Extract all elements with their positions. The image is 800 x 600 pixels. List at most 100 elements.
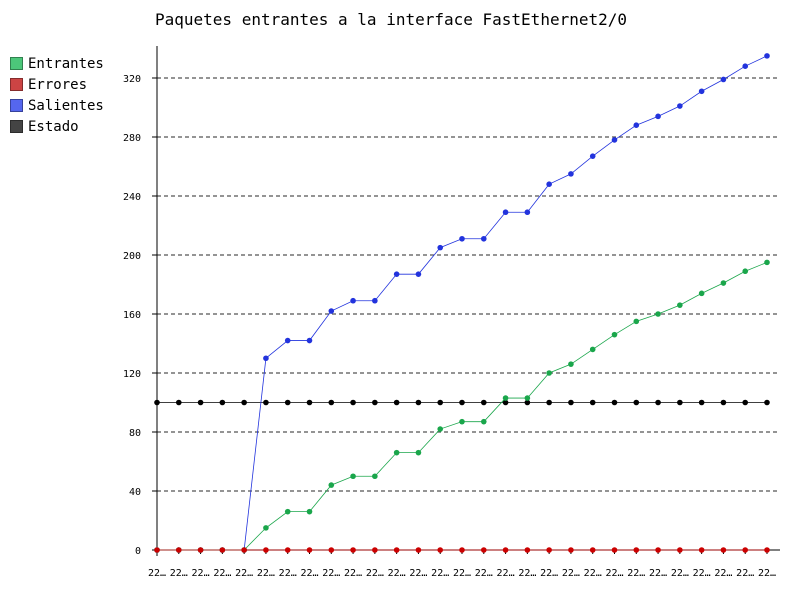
point-entrantes-19	[568, 361, 574, 367]
point-salientes-23	[655, 113, 661, 120]
point-salientes-10	[372, 297, 378, 304]
x-tick-label-20: 22…	[584, 568, 602, 579]
x-tick-label-26: 22…	[714, 568, 732, 579]
point-salientes-22	[633, 122, 640, 128]
point-entrantes-11	[393, 449, 400, 456]
series-line-entrantes	[157, 262, 768, 551]
x-tick-label-14: 22…	[453, 568, 471, 579]
point-errores-8	[328, 547, 335, 553]
y-tick-label-0: 0	[135, 546, 141, 557]
x-tick-label-0: 22…	[148, 568, 166, 579]
point-estado-11	[393, 399, 400, 406]
grid-layer	[157, 77, 780, 492]
point-estado-1	[175, 399, 182, 406]
point-entrantes-26	[720, 280, 727, 286]
legend-item-estado: Estado	[10, 116, 104, 137]
point-estado-28	[764, 399, 770, 406]
x-tick-label-25: 22…	[693, 568, 711, 579]
point-errores-1	[175, 547, 182, 553]
point-errores-13	[437, 547, 444, 553]
point-entrantes-22	[633, 318, 640, 325]
point-entrantes-27	[742, 268, 749, 275]
point-entrantes-15	[480, 418, 487, 425]
legend-label: Salientes	[28, 97, 104, 114]
point-salientes-13	[437, 244, 444, 251]
point-entrantes-14	[459, 418, 465, 425]
point-estado-13	[437, 399, 444, 406]
point-estado-23	[655, 399, 661, 406]
x-tick-label-9: 22…	[344, 568, 362, 579]
x-tick-label-16: 22…	[497, 568, 515, 579]
point-errores-27	[742, 547, 749, 553]
point-estado-26	[720, 399, 727, 406]
y-tick-label-320: 320	[123, 74, 141, 85]
point-salientes-11	[393, 271, 400, 277]
point-estado-0	[154, 399, 160, 406]
point-errores-11	[393, 547, 400, 553]
x-tick-label-3: 22…	[213, 568, 231, 579]
point-errores-19	[568, 547, 574, 553]
x-tick-label-24: 22…	[671, 568, 689, 579]
point-errores-23	[655, 547, 661, 553]
point-salientes-6	[284, 337, 291, 344]
point-estado-8	[328, 399, 335, 406]
point-estado-3	[219, 399, 226, 406]
x-tick-label-15: 22…	[475, 568, 493, 579]
x-tick-label-11: 22…	[388, 568, 406, 579]
x-tick-label-4: 22…	[235, 568, 253, 579]
point-entrantes-21	[611, 331, 618, 338]
point-estado-17	[524, 399, 531, 406]
legend-swatch	[10, 99, 23, 112]
y-tick-label-200: 200	[123, 251, 141, 262]
point-salientes-8	[328, 308, 335, 314]
point-estado-22	[633, 399, 640, 406]
x-tick-label-10: 22…	[366, 568, 384, 579]
point-salientes-27	[742, 63, 749, 69]
x-tick-label-17: 22…	[518, 568, 536, 579]
point-errores-6	[284, 547, 291, 553]
x-tick-label-8: 22…	[322, 568, 340, 579]
point-salientes-25	[698, 88, 705, 95]
x-tick-label-6: 22…	[279, 568, 297, 579]
x-tick-label-27: 22…	[736, 568, 754, 579]
point-entrantes-6	[284, 508, 291, 515]
point-entrantes-25	[698, 290, 705, 297]
point-salientes-21	[611, 137, 618, 143]
point-errores-24	[677, 547, 683, 553]
point-errores-9	[350, 547, 356, 553]
y-tick-label-280: 280	[123, 133, 141, 144]
point-salientes-12	[415, 271, 422, 277]
point-estado-10	[372, 399, 378, 406]
point-errores-0	[154, 547, 160, 553]
x-tick-label-13: 22…	[431, 568, 449, 579]
point-entrantes-12	[415, 449, 422, 456]
axis-layer	[152, 46, 780, 556]
point-errores-16	[502, 547, 509, 553]
point-errores-3	[219, 547, 226, 553]
x-tick-label-1: 22…	[170, 568, 188, 579]
point-entrantes-20	[589, 346, 596, 353]
x-tick-label-28: 22…	[758, 568, 776, 579]
point-salientes-14	[459, 235, 465, 242]
y-tick-label-40: 40	[129, 487, 141, 498]
point-estado-24	[677, 399, 683, 406]
point-errores-4	[241, 547, 247, 553]
y-tick-label-160: 160	[123, 310, 141, 321]
point-estado-19	[568, 399, 574, 406]
x-tick-label-21: 22…	[605, 568, 623, 579]
point-entrantes-16	[502, 395, 509, 401]
x-tick-label-7: 22…	[300, 568, 318, 579]
series-layer	[154, 53, 770, 553]
point-entrantes-28	[764, 259, 770, 266]
point-errores-2	[197, 547, 204, 553]
point-estado-12	[415, 399, 422, 406]
point-errores-14	[459, 547, 465, 553]
point-salientes-9	[350, 297, 356, 304]
legend-label: Errores	[28, 76, 88, 93]
point-salientes-18	[546, 181, 552, 187]
point-entrantes-7	[306, 508, 313, 515]
point-errores-12	[415, 547, 422, 553]
legend-item-errores: Errores	[10, 74, 104, 95]
legend-item-entrantes: Entrantes	[10, 53, 104, 74]
